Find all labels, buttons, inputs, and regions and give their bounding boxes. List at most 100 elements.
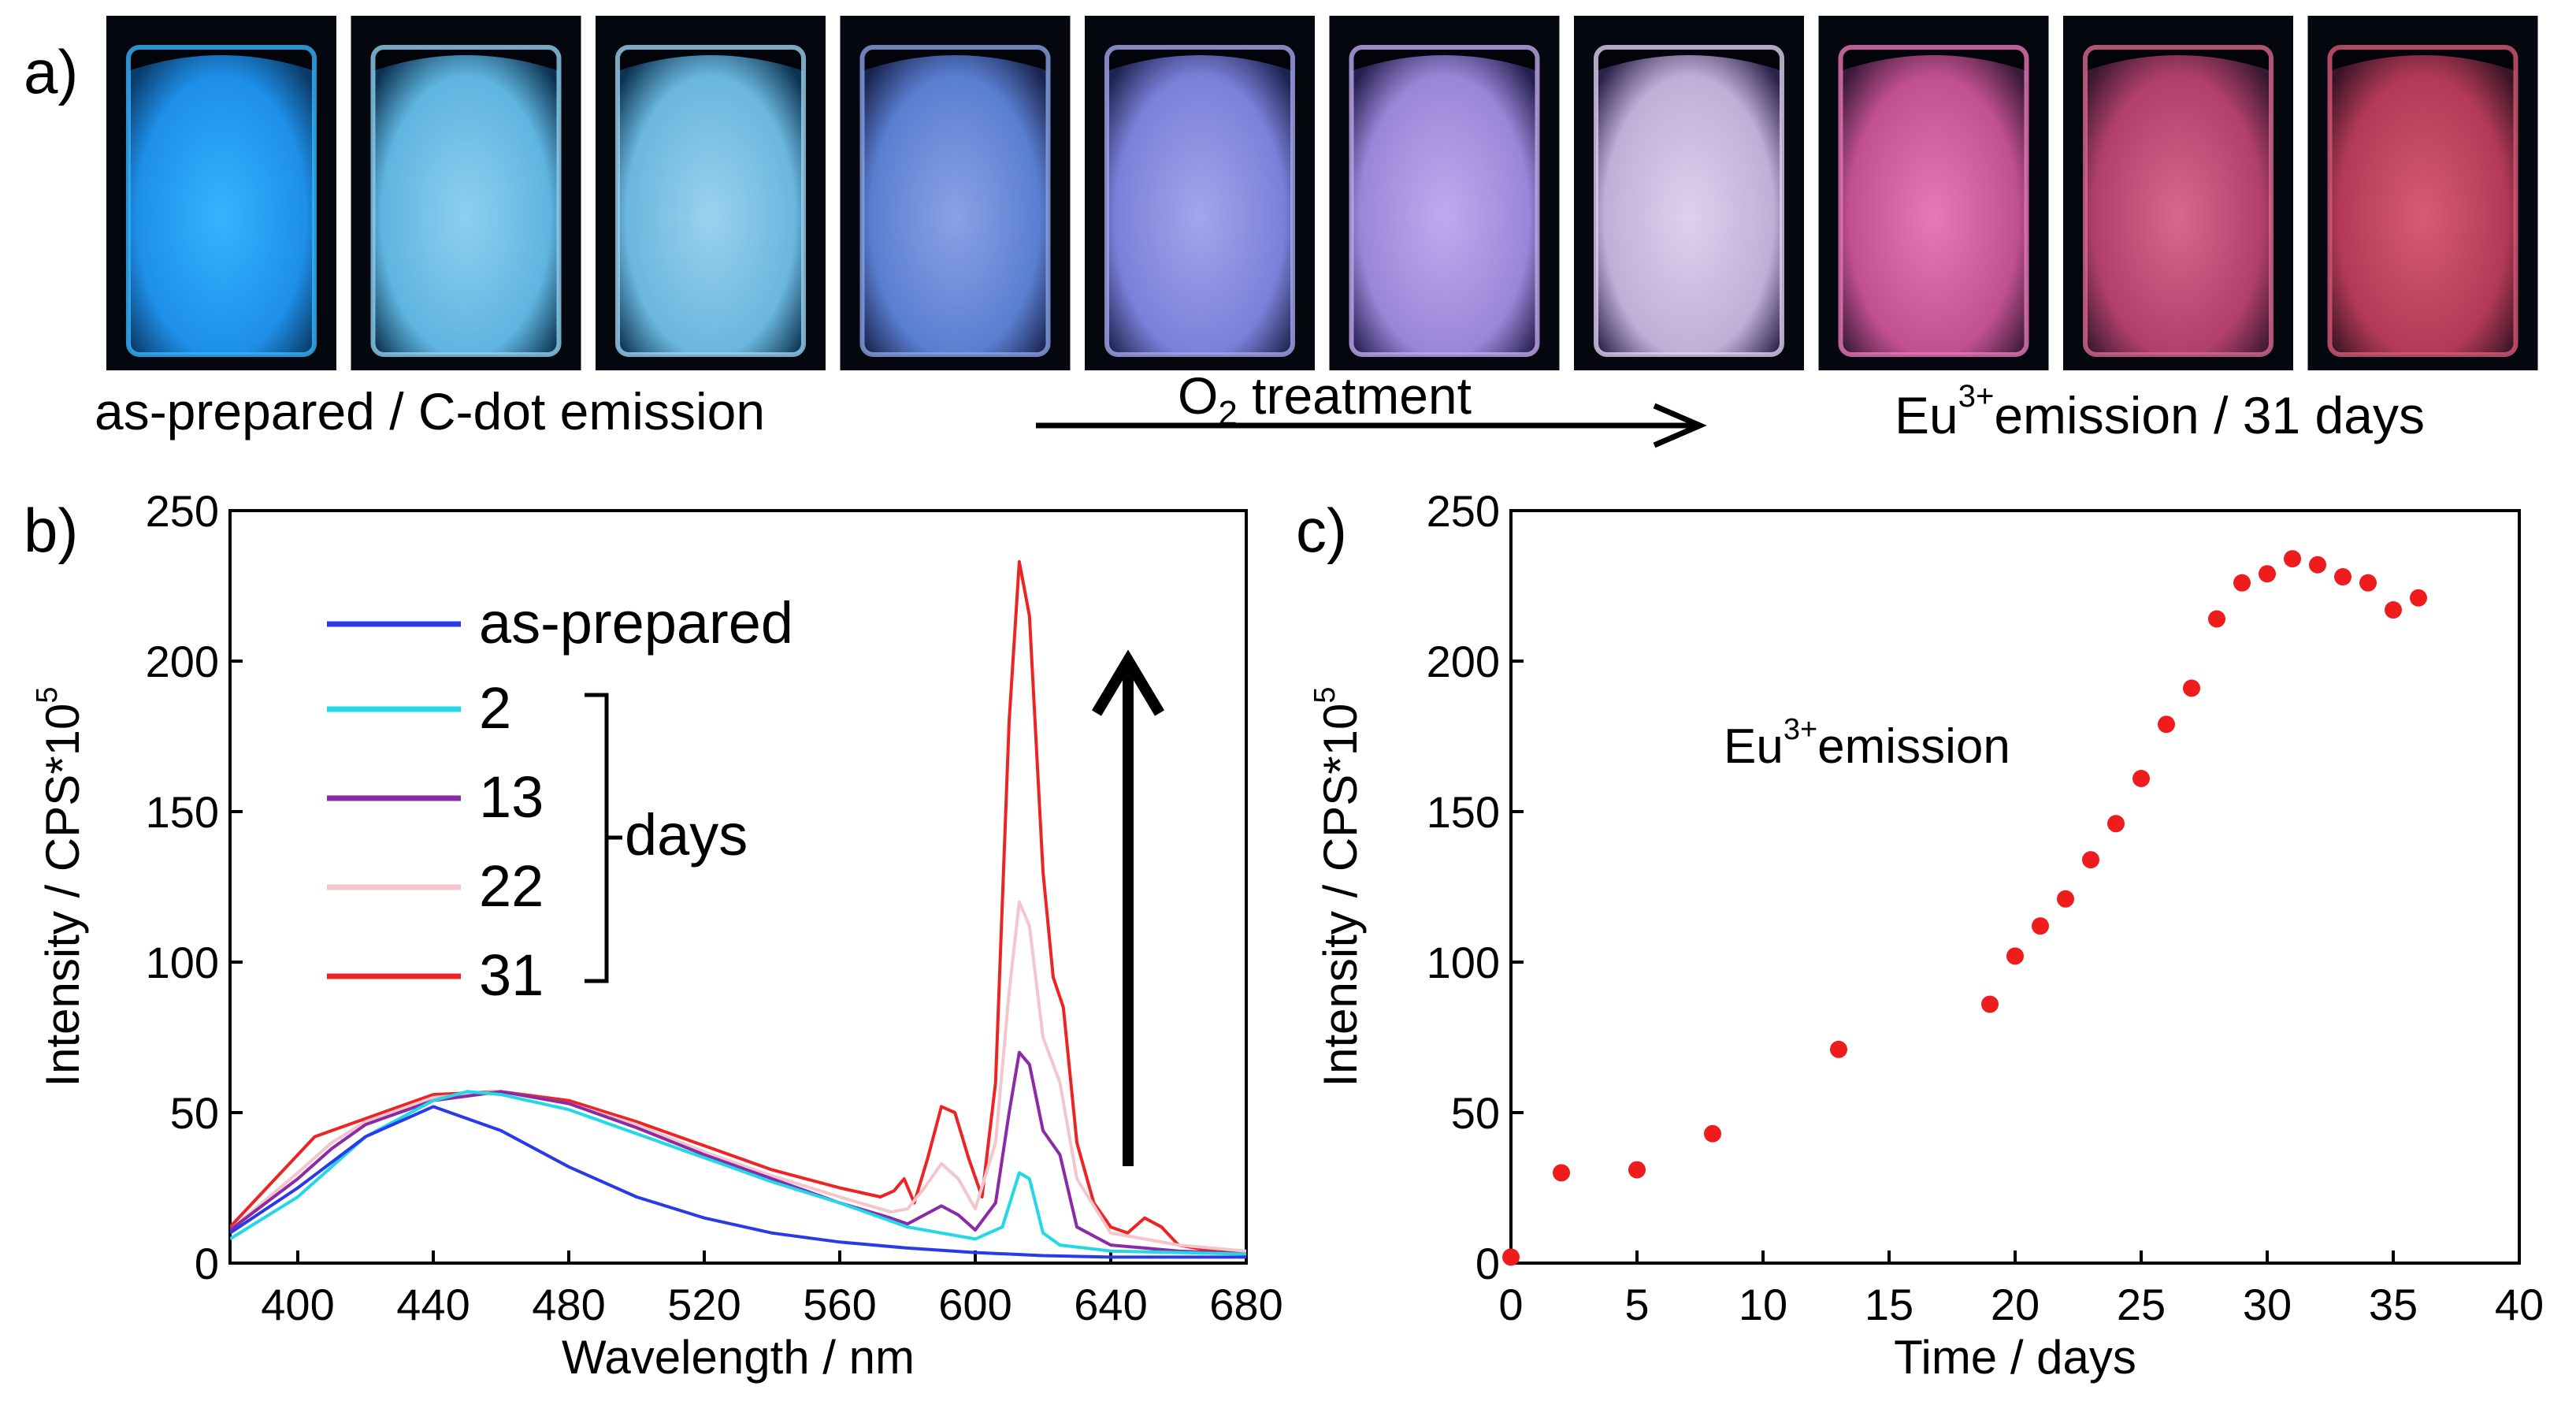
scatter-point [1981, 995, 1999, 1013]
x-tick-label: 25 [2117, 1280, 2166, 1329]
vial-photo [2307, 16, 2538, 370]
vial-photo [840, 16, 1071, 370]
scatter-point [2183, 679, 2200, 697]
x-tick-label: 440 [396, 1280, 470, 1329]
y-axis-label-sup: 5 [31, 686, 64, 703]
vial-glass-edge [370, 45, 562, 357]
y-tick-label: 250 [146, 486, 219, 536]
caption-right: Eu3+emission / 31 days [1895, 379, 2425, 444]
vial-glass-edge [2083, 45, 2273, 357]
caption-center: O2 treatment [1178, 366, 1472, 433]
x-tick-label: 520 [667, 1280, 741, 1329]
legend-bracket-label: days [625, 802, 748, 868]
vial-glow [618, 47, 804, 355]
panel-b-label: b) [24, 496, 78, 565]
vial-glow [2329, 47, 2516, 355]
scatter-point [2132, 769, 2150, 787]
vial-glow [862, 47, 1049, 355]
chart-annotation: Eu3+emission [1724, 713, 2010, 774]
panel-c: c) 0 5 10 15 20 25 30 35 40 0 50 100 150 200 250 Time /… [1296, 486, 2544, 1384]
y-axis-label: Intensity / CPS*105 [1308, 686, 1367, 1087]
scatter-point [2032, 917, 2049, 935]
x-tick-label: 10 [1739, 1280, 1787, 1329]
y-tick-label: 50 [170, 1088, 219, 1138]
vial-meniscus [2329, 47, 2516, 71]
scatter-point [1830, 1040, 1847, 1058]
scatter-point [2410, 589, 2427, 607]
x-tick-label: 35 [2369, 1280, 2418, 1329]
caption-right-prefix: Eu [1895, 386, 1958, 444]
x-tick-label: 0 [1498, 1280, 1523, 1329]
x-tick-label: 40 [2495, 1280, 2544, 1329]
vial-photo [351, 16, 581, 370]
legend: as-prepared 2 13 22 31 days [327, 590, 793, 1008]
vial-glow [2085, 47, 2271, 355]
scatter-point [2233, 574, 2251, 592]
series-line-13 [230, 1050, 1246, 1256]
vial-photo [1574, 16, 1804, 370]
x-tick-label: 680 [1209, 1280, 1282, 1329]
x-tick-label: 640 [1074, 1280, 1147, 1329]
vial-glow [373, 47, 559, 355]
legend-entry: 31 [479, 942, 544, 1008]
caption-right-rest: emission / 31 days [1994, 386, 2425, 444]
y-tick-label: 250 [1427, 486, 1500, 536]
vial-meniscus [128, 47, 314, 71]
scatter-point [2259, 565, 2276, 583]
scatter-point [2057, 890, 2074, 908]
vial-photo [2063, 16, 2293, 370]
x-tick-label: 600 [938, 1280, 1011, 1329]
spectrum-chart: 400 440 480 520 560 600 640 680 0 50 100 150 200 250 W… [31, 486, 1283, 1384]
x-tick-label: 400 [261, 1280, 334, 1329]
panel-a-label: a) [24, 37, 78, 106]
x-tick-label: 560 [803, 1280, 876, 1329]
panel-c-label: c) [1296, 496, 1347, 565]
y-tick-label: 200 [146, 637, 219, 686]
legend-entry: 22 [479, 853, 544, 919]
annotation-rest: emission [1817, 719, 2010, 774]
y-axis-label: Intensity / CPS*105 [31, 686, 89, 1087]
vial-meniscus [618, 47, 804, 71]
scatter-point [2359, 574, 2377, 592]
vial-meniscus [1596, 47, 1782, 71]
scatter-point [1553, 1164, 1570, 1182]
caption-left: as-prepared / C-dot emission [95, 382, 765, 440]
vial-glow [1107, 47, 1293, 355]
vial-meniscus [373, 47, 559, 71]
scatter-point [1628, 1161, 1646, 1179]
series-line-31 [230, 559, 1246, 1256]
scatter-point [1704, 1124, 1721, 1143]
vial-meniscus [1351, 47, 1538, 71]
legend-bracket [585, 693, 609, 983]
scatter-point [2385, 601, 2402, 619]
y-tick-label: 50 [1451, 1088, 1500, 1138]
vial-meniscus [2085, 47, 2271, 71]
scatter-point [2158, 715, 2175, 734]
vial-glass-edge [859, 45, 1051, 357]
vial-meniscus [1107, 47, 1293, 71]
vial-glass-edge [2327, 45, 2518, 357]
vial-glass-edge [1594, 45, 1784, 357]
vial-glass-edge [1104, 45, 1295, 357]
vial-photo [1329, 16, 1560, 370]
x-tick-label: 15 [1865, 1280, 1913, 1329]
x-axis-label: Time / days [1894, 1331, 2136, 1384]
caption-center-main: O [1178, 366, 1218, 425]
vial-glass-edge [615, 45, 806, 357]
x-tick-label: 20 [1991, 1280, 2040, 1329]
legend-entry: as-prepared [479, 590, 793, 656]
o2-treatment-arrowhead [1653, 403, 1707, 448]
series-line-2 [230, 1090, 1246, 1256]
y-tick-label: 200 [1427, 637, 1500, 686]
scatter-point [2006, 947, 2024, 965]
vial-photo [1818, 16, 2049, 370]
panel-b: b) 400 440 480 520 560 600 640 680 0 50 100 150 200 2… [24, 486, 1283, 1384]
vial-photo [596, 16, 826, 370]
y-tick-label: 0 [1475, 1239, 1500, 1288]
y-axis-label-main: Intensity / CPS*10 [1314, 704, 1367, 1087]
increase-arrowhead [1091, 649, 1165, 716]
plot-frame [228, 509, 1248, 1265]
x-tick-label: 30 [2243, 1280, 2292, 1329]
y-axis-label-sup: 5 [1308, 686, 1342, 703]
